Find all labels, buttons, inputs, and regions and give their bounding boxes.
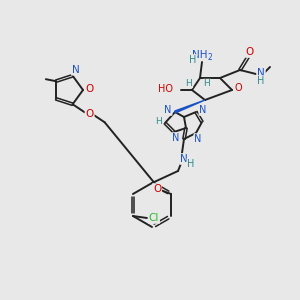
Text: H: H [204, 80, 210, 88]
Text: H: H [189, 55, 197, 65]
Text: H: H [186, 79, 192, 88]
Text: 2: 2 [208, 53, 212, 62]
Text: H: H [187, 159, 195, 169]
Text: N: N [164, 105, 172, 115]
Text: O: O [85, 84, 93, 94]
Text: O: O [153, 184, 161, 194]
Text: N: N [194, 134, 202, 144]
Text: NH: NH [192, 50, 208, 60]
Text: H: H [257, 76, 265, 86]
Text: HO: HO [158, 84, 173, 94]
Polygon shape [175, 100, 205, 113]
Text: O: O [234, 83, 242, 93]
Text: O: O [85, 109, 94, 119]
Text: H: H [154, 116, 161, 125]
Text: N: N [180, 154, 188, 164]
Text: Cl: Cl [149, 213, 159, 223]
Text: O: O [246, 47, 254, 57]
Text: N: N [257, 68, 265, 78]
Text: N: N [199, 105, 207, 115]
Text: N: N [72, 65, 80, 75]
Text: N: N [172, 133, 180, 143]
